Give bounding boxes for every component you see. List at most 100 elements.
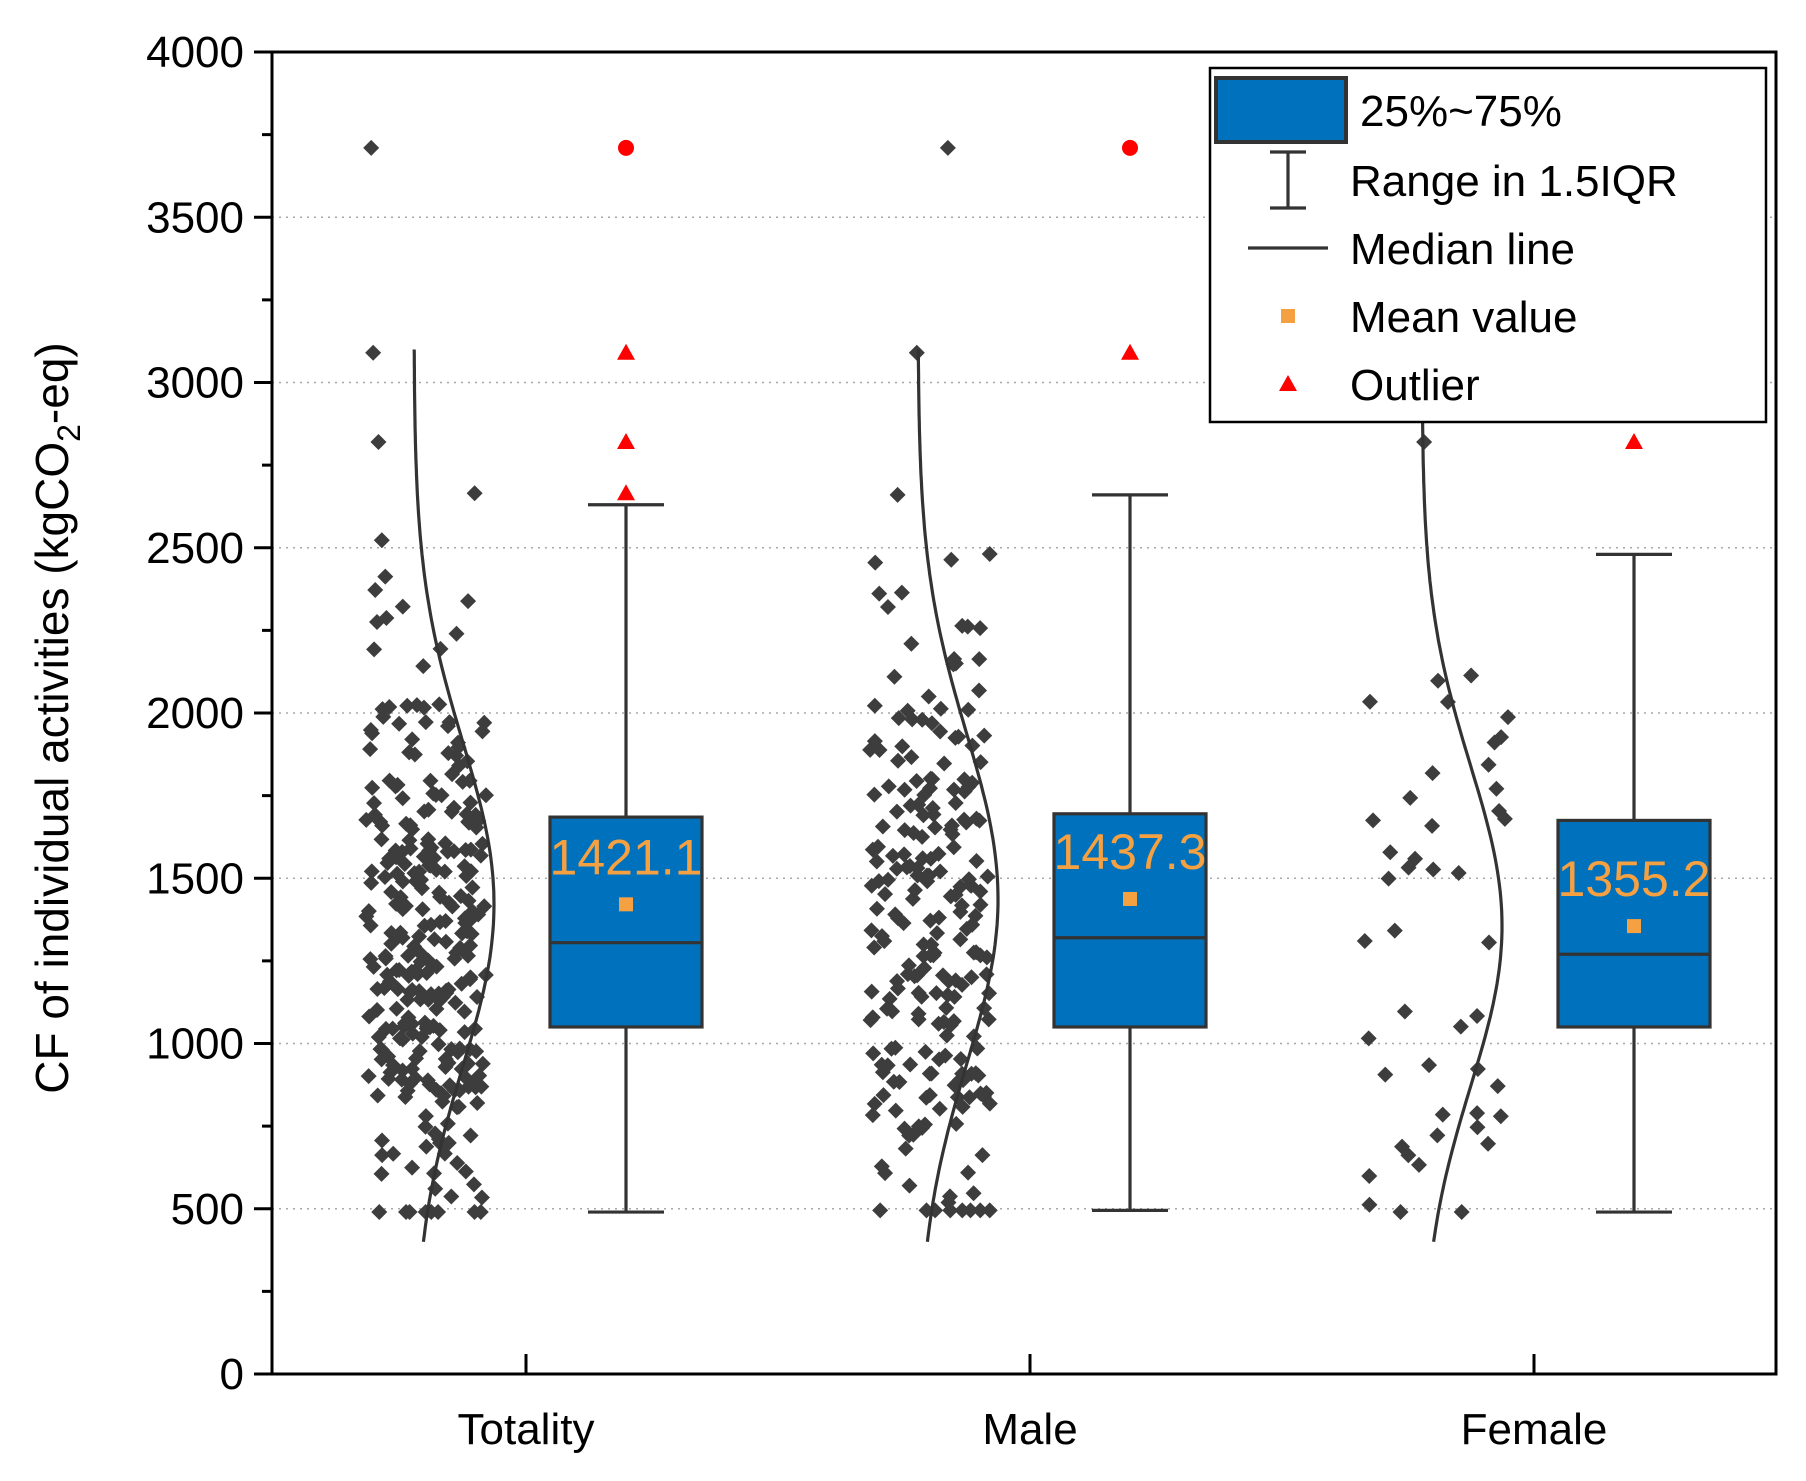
data-point [932,723,949,740]
data-point [910,796,927,813]
data-point [379,966,396,983]
data-point [432,888,449,905]
data-point [980,1011,997,1028]
data-point [467,806,484,823]
data-point [361,1008,378,1025]
mean-label-totality: 1421.1 [550,829,703,885]
data-point [428,1000,445,1017]
data-point [889,980,906,997]
data-point [927,819,944,836]
legend: 25%~75% Range in 1.5IQR Median line Mean va… [1208,66,1768,424]
outlier-point [617,484,635,501]
data-point [890,710,907,727]
data-point [947,794,964,811]
data-point [890,752,907,769]
mean-label-female: 1355.2 [1558,851,1711,907]
data-points-totality [358,139,494,1221]
data-point [1377,1066,1394,1083]
data-point [391,1030,408,1047]
data-point [363,139,380,156]
data-point [877,886,894,903]
data-point [466,485,483,502]
data-point [474,1055,491,1072]
data-point [456,1024,473,1041]
data-point [443,803,460,820]
data-point [880,871,897,888]
data-point [443,1188,460,1205]
data-point [394,1062,411,1079]
y-tick-label: 500 [171,1185,244,1234]
data-point [358,908,375,925]
data-point [360,1068,377,1085]
data-point [447,994,464,1011]
data-point [917,1043,934,1060]
data-point [401,1204,418,1221]
data-point [376,980,393,997]
data-point [373,831,390,848]
data-point [920,688,937,705]
data-point [369,1087,386,1104]
legend-mean-swatch [1281,309,1295,323]
data-point [477,787,494,804]
data-point [866,786,883,803]
data-points-male [862,139,998,1219]
data-point [891,1074,908,1091]
y-tick-label: 2500 [146,524,244,573]
data-point [414,901,431,918]
data-point [1365,812,1382,829]
data-point [462,937,479,954]
data-point [374,817,391,834]
legend-label: 25%~75% [1360,87,1562,136]
data-point [391,715,408,732]
data-point [932,863,949,880]
data-point [389,981,406,998]
data-point [1499,709,1516,726]
data-point [456,1003,473,1020]
data-point [863,877,880,894]
data-point [364,779,381,796]
data-point [953,897,970,914]
data-point [373,1165,390,1182]
legend-box-swatch [1214,76,1348,144]
data-point [1453,1204,1470,1221]
data-point [965,1185,982,1202]
data-point [963,969,980,986]
series-totality: 1421.1 [358,139,704,1243]
data-point [373,532,390,549]
data-point [450,1098,467,1115]
data-point [1356,933,1373,950]
data-point [1496,810,1513,827]
data-point [884,847,901,864]
data-point [866,697,883,714]
y-tick-label: 4000 [146,28,244,77]
y-tick-label: 1000 [146,1020,244,1069]
data-point [1430,672,1447,689]
data-point [448,625,465,642]
data-point [394,598,411,615]
data-point [1361,1196,1378,1213]
data-point [936,755,953,772]
data-point [438,982,455,999]
data-point [879,599,896,616]
legend-outlier-swatch [1279,375,1297,391]
data-point [1407,850,1424,867]
data-point [894,738,911,755]
data-point [464,879,481,896]
data-point [401,832,418,849]
data-point [900,957,917,974]
series-male: 1437.3 [862,139,1208,1242]
data-point [449,1154,466,1171]
y-axis-title-subscript: 2 [51,424,87,442]
data-point [972,883,989,900]
data-point [931,1100,948,1117]
data-point [914,828,931,845]
legend-item-square: Mean value [1281,293,1577,342]
data-point [866,733,883,750]
data-point [422,772,439,789]
data-point [1361,693,1378,710]
data-point [971,682,988,699]
data-point [865,1045,882,1062]
mean-marker-totality [619,897,633,912]
data-point [950,728,967,745]
data-point [918,1089,935,1106]
